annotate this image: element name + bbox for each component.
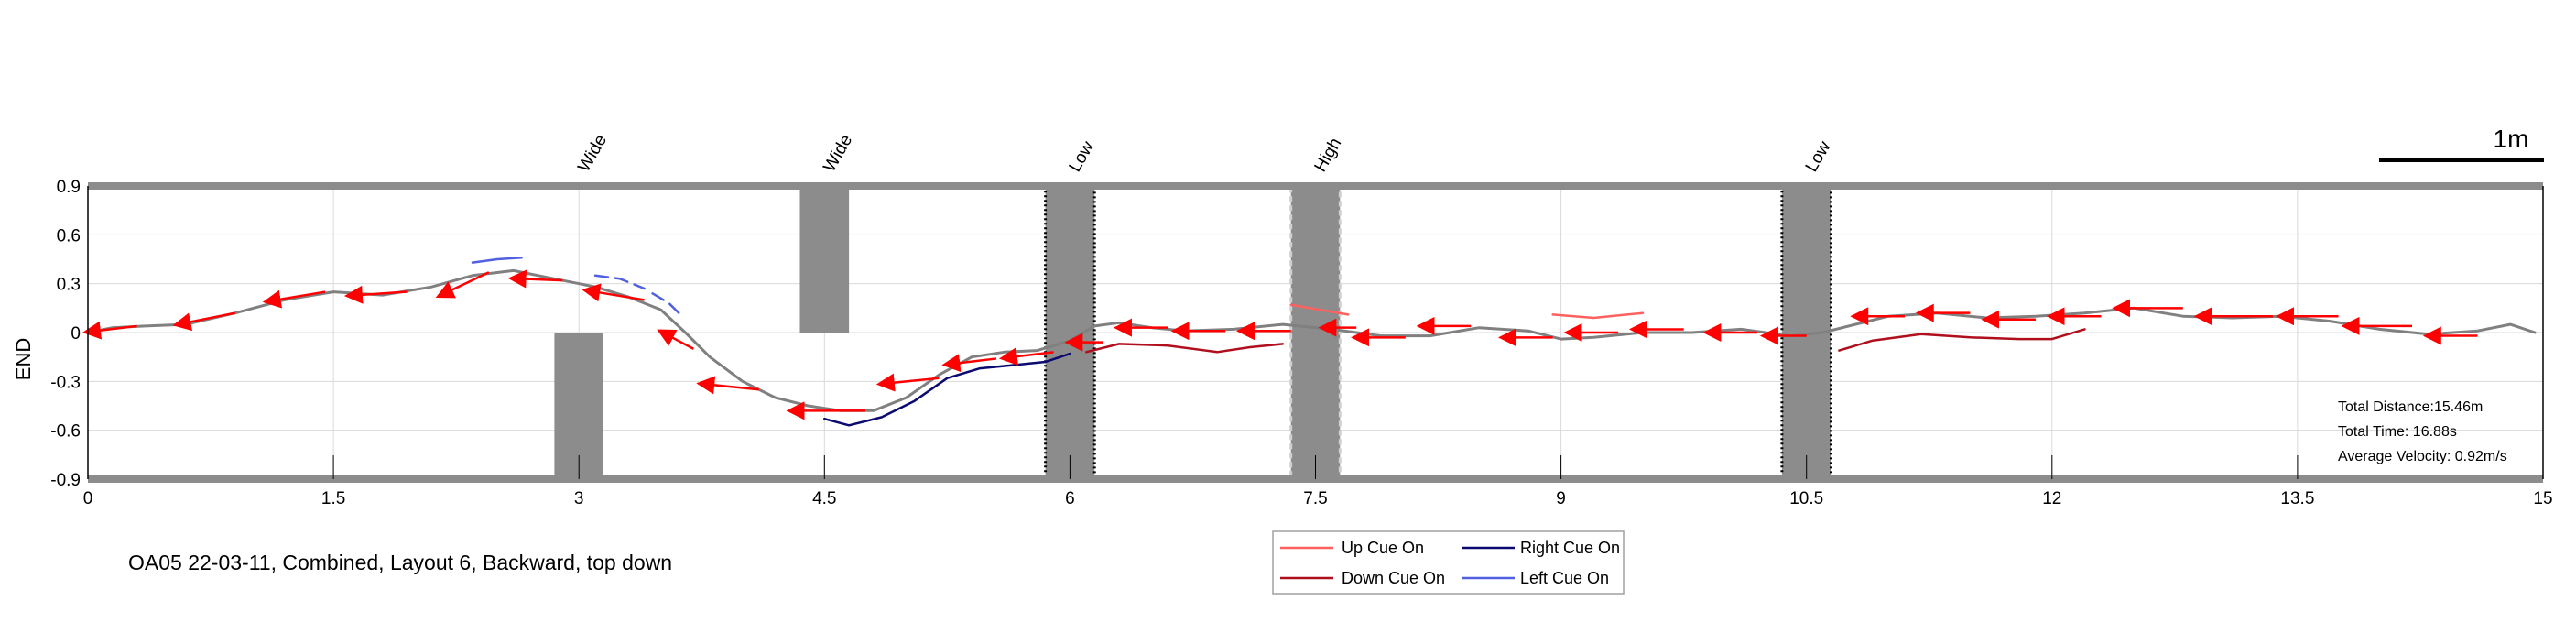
y-tick-label: 0 bbox=[71, 324, 81, 344]
x-tick-label: 15 bbox=[2533, 489, 2552, 508]
y-tick-label: 0.9 bbox=[57, 178, 81, 197]
y-tick-label: -0.9 bbox=[50, 471, 81, 490]
x-tick-label: 0 bbox=[83, 489, 93, 508]
average-velocity-text: Average Velocity: 0.92m/s bbox=[2338, 449, 2507, 464]
axis-layer: 0 1.5 3 4.5 6 7.5 9 10.5 12 13.5 15 0.9 0.6 0.3 0 -0.3 -… bbox=[50, 178, 2552, 508]
direction-arrow bbox=[172, 311, 236, 332]
series-down-cue-on-segment bbox=[1085, 343, 1285, 354]
obstacle-4 bbox=[1289, 184, 1342, 481]
legend-label-left: Left Cue On bbox=[1520, 569, 1609, 587]
x-tick-label: 3 bbox=[574, 489, 584, 508]
direction-arrow bbox=[507, 269, 563, 289]
series-up-cue-on-segment bbox=[1551, 311, 1645, 320]
total-time-text: Total Time: 16.88s bbox=[2338, 424, 2457, 440]
obstacle-label: High bbox=[1311, 135, 1346, 175]
x-tick-label: 1.5 bbox=[321, 489, 345, 508]
series-left-cue-on-segment bbox=[593, 274, 646, 290]
obstacle-3 bbox=[1044, 184, 1096, 481]
y-tick-label: 0.3 bbox=[57, 276, 81, 295]
x-tick-label: 7.5 bbox=[1303, 489, 1327, 508]
series-right-cue-on-segment bbox=[823, 352, 1071, 427]
direction-arrow bbox=[875, 373, 940, 392]
direction-arrow bbox=[998, 347, 1054, 366]
x-tick-label: 4.5 bbox=[812, 489, 836, 508]
x-tick-label: 6 bbox=[1065, 489, 1075, 508]
obstacle-0 bbox=[554, 333, 604, 479]
scale-bar-label: 1m bbox=[2494, 125, 2529, 153]
obstacle-label: Low bbox=[1802, 138, 1835, 176]
direction-arrow bbox=[343, 285, 408, 304]
y-tick-label: 0.6 bbox=[57, 226, 81, 246]
series-left-cue-on-segment bbox=[471, 256, 523, 264]
chart-title: OA05 22-03-11, Combined, Layout 6, Backw… bbox=[128, 551, 672, 574]
obstacle-label: Wide bbox=[574, 132, 611, 176]
legend-label-right: Right Cue On bbox=[1520, 539, 1620, 557]
scale-bar: 1m bbox=[2379, 125, 2544, 162]
total-distance-text: Total Distance:15.46m bbox=[2338, 399, 2483, 415]
arrow-layer bbox=[82, 269, 2478, 420]
obstacle-1 bbox=[799, 186, 850, 333]
obstacle-label: Low bbox=[1065, 138, 1098, 176]
y-axis-label: END bbox=[12, 338, 35, 380]
obstacle-label: Wide bbox=[820, 132, 856, 176]
direction-arrow bbox=[696, 376, 759, 395]
direction-arrow bbox=[435, 271, 490, 299]
series-up-cue-on-segment bbox=[1289, 303, 1350, 316]
x-tick-label: 9 bbox=[1556, 489, 1566, 508]
direction-arrow bbox=[262, 289, 326, 309]
x-tick-label: 10.5 bbox=[1789, 489, 1823, 508]
legend-label-up: Up Cue On bbox=[1342, 539, 1424, 557]
legend-label-down: Down Cue On bbox=[1342, 569, 1445, 587]
direction-arrow bbox=[941, 354, 997, 373]
x-tick-label: 13.5 bbox=[2280, 489, 2314, 508]
y-tick-label: -0.6 bbox=[50, 422, 81, 442]
legend-box bbox=[1272, 530, 1625, 595]
legend: Up Cue On Right Cue On Down Cue On Left … bbox=[1272, 530, 1625, 595]
direction-arrow bbox=[657, 329, 694, 350]
y-tick-label: -0.3 bbox=[50, 373, 81, 392]
series-down-cue-on-segment bbox=[1838, 328, 2086, 352]
series-left-cue-on-segment bbox=[651, 292, 682, 316]
x-tick-label: 12 bbox=[2042, 489, 2061, 508]
direction-arrow bbox=[82, 321, 137, 340]
stats-box: Total Distance:15.46m Total Time: 16.88s… bbox=[2338, 399, 2507, 464]
direction-arrow bbox=[582, 283, 645, 302]
